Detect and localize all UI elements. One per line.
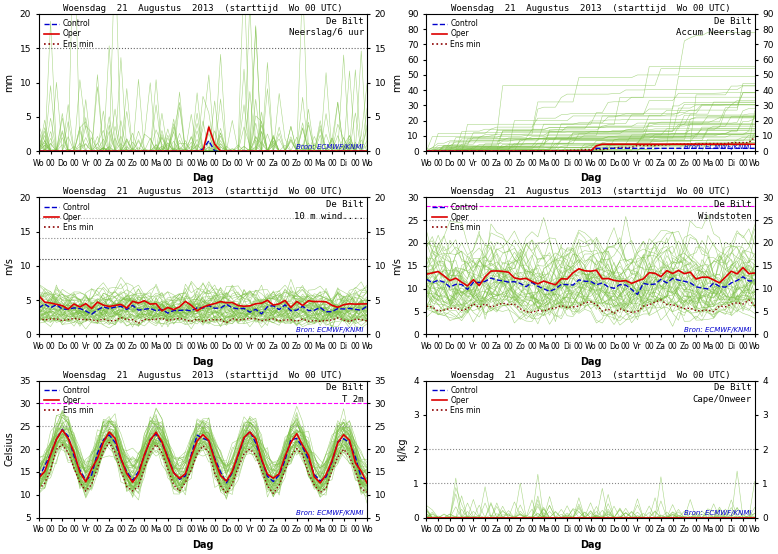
X-axis label: Dag: Dag	[580, 173, 601, 183]
Y-axis label: mm: mm	[392, 73, 401, 92]
Legend: Control, Oper, Ens min: Control, Oper, Ens min	[430, 384, 482, 417]
Title: Woensdag  21  Augustus  2013  (starttijd  Wo 00 UTC): Woensdag 21 Augustus 2013 (starttijd Wo …	[63, 4, 343, 13]
Y-axis label: m/s: m/s	[392, 257, 401, 275]
X-axis label: Dag: Dag	[580, 540, 601, 550]
Text: Bron: ECMWF/KNMI: Bron: ECMWF/KNMI	[296, 143, 364, 150]
Text: De Bilt
Cape/Onweer: De Bilt Cape/Onweer	[692, 383, 752, 404]
Text: De Bilt
Windstoten: De Bilt Windstoten	[698, 200, 752, 220]
Title: Woensdag  21  Augustus  2013  (starttijd  Wo 00 UTC): Woensdag 21 Augustus 2013 (starttijd Wo …	[450, 187, 731, 197]
X-axis label: Dag: Dag	[192, 540, 214, 550]
Text: Bron: ECMWF/KNMI: Bron: ECMWF/KNMI	[684, 327, 752, 333]
Title: Woensdag  21  Augustus  2013  (starttijd  Wo 00 UTC): Woensdag 21 Augustus 2013 (starttijd Wo …	[63, 371, 343, 379]
X-axis label: Dag: Dag	[192, 173, 214, 183]
Y-axis label: kJ/kg: kJ/kg	[398, 437, 408, 461]
Legend: Control, Oper, Ens min: Control, Oper, Ens min	[43, 18, 95, 50]
Text: De Bilt
Accum Neerslag: De Bilt Accum Neerslag	[676, 17, 752, 38]
Text: De Bilt
T 2m: De Bilt T 2m	[326, 383, 364, 404]
Title: Woensdag  21  Augustus  2013  (starttijd  Wo 00 UTC): Woensdag 21 Augustus 2013 (starttijd Wo …	[63, 187, 343, 197]
Y-axis label: mm: mm	[4, 73, 14, 92]
Text: Bron: ECMWF/KNMI: Bron: ECMWF/KNMI	[684, 143, 752, 150]
Legend: Control, Oper, Ens min: Control, Oper, Ens min	[43, 201, 95, 233]
Title: Woensdag  21  Augustus  2013  (starttijd  Wo 00 UTC): Woensdag 21 Augustus 2013 (starttijd Wo …	[450, 371, 731, 379]
Y-axis label: m/s: m/s	[4, 257, 14, 275]
Text: Bron: ECMWF/KNMI: Bron: ECMWF/KNMI	[296, 510, 364, 516]
Legend: Control, Oper, Ens min: Control, Oper, Ens min	[43, 384, 95, 417]
X-axis label: Dag: Dag	[192, 357, 214, 367]
X-axis label: Dag: Dag	[580, 357, 601, 367]
Text: De Bilt
Neerslag/6 uur: De Bilt Neerslag/6 uur	[289, 17, 364, 38]
Text: De Bilt
10 m wind....: De Bilt 10 m wind....	[294, 200, 364, 220]
Title: Woensdag  21  Augustus  2013  (starttijd  Wo 00 UTC): Woensdag 21 Augustus 2013 (starttijd Wo …	[450, 4, 731, 13]
Text: Bron: ECMWF/KNMI: Bron: ECMWF/KNMI	[684, 510, 752, 516]
Legend: Control, Oper, Ens min: Control, Oper, Ens min	[430, 201, 482, 233]
Y-axis label: Celsius: Celsius	[4, 432, 14, 466]
Text: Bron: ECMWF/KNMI: Bron: ECMWF/KNMI	[296, 327, 364, 333]
Legend: Control, Oper, Ens min: Control, Oper, Ens min	[430, 18, 482, 50]
